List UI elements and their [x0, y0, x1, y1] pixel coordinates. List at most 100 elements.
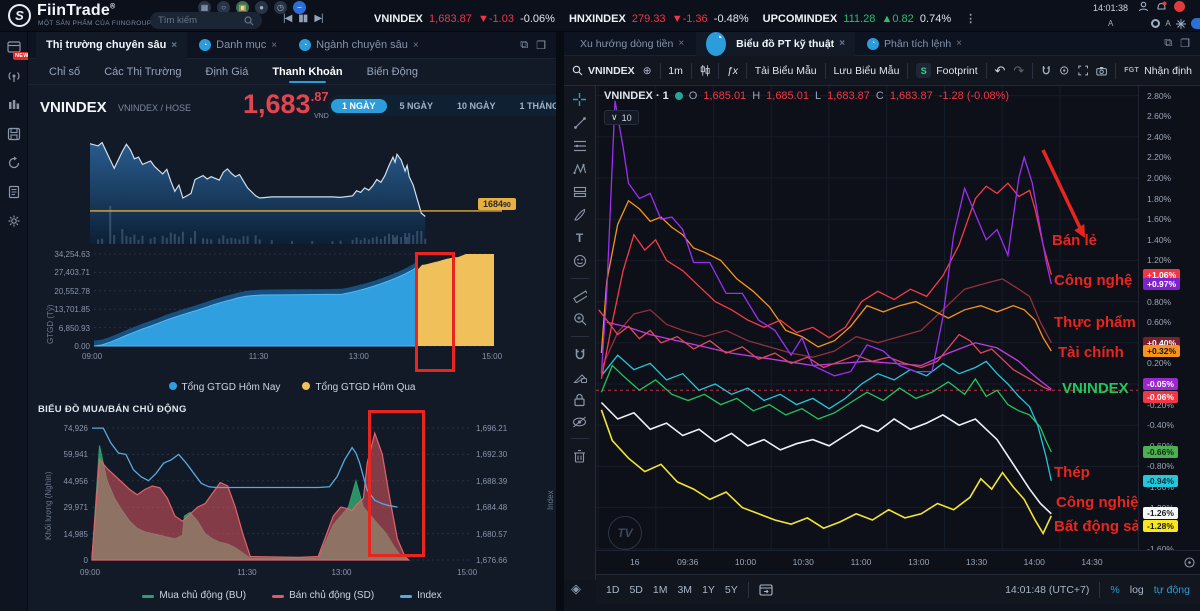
cumulative-gtgd-chart[interactable]: 34,254.63 27,403.71 20,552.78 13,701.85 6,85… [32, 248, 552, 380]
tab-bieu-do-pt-ky-thuat[interactable]: ◔ Biểu đồ PT kỹ thuật × [696, 31, 856, 56]
target-icon[interactable] [1059, 64, 1069, 77]
chevron-down-icon[interactable]: ∨ [611, 112, 618, 122]
close-icon[interactable]: × [271, 39, 278, 51]
subnav-chi-so[interactable]: Chỉ số [49, 65, 81, 78]
drawing-lock-icon[interactable] [572, 370, 587, 384]
auto-scale-button[interactable]: tự động [1153, 583, 1190, 596]
subnav-dinh-gia[interactable]: Định Giá [205, 65, 249, 78]
ticker-hnxindex[interactable]: HNXINDEX 279.33 ▼-1.36 -0.48% [569, 13, 749, 25]
load-template-button[interactable]: Tải Biểu Mẫu [754, 64, 817, 77]
camera-icon[interactable] [1096, 65, 1108, 77]
tab-danh-muc[interactable]: ◔ Danh mục × [189, 32, 287, 59]
clock-icon[interactable]: ◷ [274, 1, 287, 14]
tab-thi-truong-chuyen-sau[interactable]: Thị trường chuyên sâu × [36, 31, 188, 59]
user-icon[interactable] [1138, 1, 1149, 12]
redo-icon[interactable]: ↷ [1013, 62, 1025, 78]
chart-clock[interactable]: 14:01:48 (UTC+7) [1005, 583, 1090, 596]
close-icon[interactable]: × [412, 39, 419, 51]
font-slider-track[interactable] [1118, 19, 1161, 28]
range-1d-button[interactable]: 1D [606, 583, 620, 596]
indicators-button[interactable]: ƒx [726, 64, 738, 77]
font-slider-knob[interactable] [1151, 19, 1161, 28]
tab-nganh-chuyen-sau[interactable]: ◔ Ngành chuyên sâu × [289, 32, 429, 59]
candle-style-icon[interactable] [700, 63, 710, 78]
zoom-in-icon[interactable] [573, 312, 587, 326]
subnav-thanh-khoan[interactable]: Thanh Khoản [261, 59, 353, 85]
tab-xu-huong-dong-tien[interactable]: Xu hướng dòng tiền × [570, 32, 694, 56]
fullscreen-icon[interactable] [1078, 64, 1088, 77]
indicator-box[interactable]: ∨ 10 [604, 110, 639, 125]
close-icon[interactable]: × [678, 38, 685, 49]
step-back-icon[interactable]: |◀ [283, 13, 292, 24]
dot-icon[interactable]: ● [255, 1, 268, 14]
step-forward-icon[interactable]: ▶| [314, 13, 323, 24]
snowflake-icon[interactable] [1175, 18, 1186, 29]
search-dock-icon[interactable]: ○ [217, 1, 230, 14]
close-icon[interactable]: × [956, 38, 963, 49]
ticker-vnindex[interactable]: VNINDEX 1,683.87 ▼-1.03 -0.06% [374, 13, 555, 25]
bell-icon[interactable] [1156, 1, 1167, 12]
range-1y-button[interactable]: 1Y [702, 583, 715, 596]
percent-scale-button[interactable]: % [1110, 583, 1120, 596]
legend-index[interactable]: Index [400, 590, 442, 601]
legend-hom-nay[interactable]: Tổng GTGD Hôm Nay [168, 382, 280, 393]
close-icon[interactable]: × [839, 38, 846, 49]
theme-toggle[interactable] [1190, 18, 1200, 29]
range-1m-button[interactable]: 1M [652, 583, 668, 596]
lock-icon[interactable] [573, 393, 586, 407]
search-input[interactable]: Tìm kiếm [150, 12, 262, 29]
footprint-button[interactable]: S Footprint [916, 63, 978, 78]
refresh-icon[interactable] [7, 156, 21, 170]
time-axis[interactable]: 16 09:36 10:00 10:30 11:00 13:00 13:30 14:00 14:… [596, 550, 1200, 574]
interval-button[interactable]: 1m [668, 64, 683, 77]
popout-icon[interactable]: ⧉ [520, 38, 529, 51]
emoji-icon[interactable] [573, 254, 587, 268]
bu-sd-chart[interactable]: 74,926 59,941 44,956 29,971 14,985 0 1,696.21 1… [32, 420, 555, 588]
symbol-search-button[interactable]: VNINDEX [572, 65, 635, 77]
brush-icon[interactable] [573, 208, 587, 222]
maximize-icon[interactable]: ❐ [1180, 38, 1190, 50]
grid-icon[interactable]: ▦ [198, 1, 211, 14]
long-short-position-icon[interactable] [573, 185, 587, 199]
log-scale-button[interactable]: log [1129, 583, 1144, 596]
hide-drawings-icon[interactable] [572, 416, 587, 428]
save-icon[interactable] [7, 127, 21, 141]
ticker-upcomindex[interactable]: UPCOMINDEX 111.28 ▲0.82 0.74% [763, 13, 951, 25]
text-tool-icon[interactable]: T [575, 231, 584, 245]
crosshair-icon[interactable] [572, 92, 587, 107]
subnav-bien-dong[interactable]: Biến Động [366, 65, 418, 78]
legend-hom-qua[interactable]: Tổng GTGD Hôm Qua [302, 382, 415, 393]
maximize-icon[interactable]: ❐ [536, 39, 546, 52]
legend-bu[interactable]: Mua chủ động (BU) [142, 590, 246, 601]
range-3m-button[interactable]: 3M [677, 583, 693, 596]
xabcd-pattern-icon[interactable] [572, 162, 587, 176]
pause-icon[interactable]: ▮▮ [298, 13, 308, 24]
save-template-button[interactable]: Lưu Biểu Mẫu [833, 64, 900, 77]
fiintrade-logo-icon[interactable]: S [8, 4, 31, 27]
price-chart-plot[interactable]: VNINDEX · 1 O 1,685.01 H 1,685.01 L 1,683.8… [596, 86, 1138, 550]
go-to-date-icon[interactable] [759, 583, 773, 596]
range-5-ngay-button[interactable]: 5 NGÀY [399, 100, 434, 111]
range-5y-button[interactable]: 5Y [724, 583, 738, 596]
market-icon[interactable] [7, 98, 21, 112]
insight-button[interactable]: FGT Nhận định [1124, 64, 1192, 77]
subnav-cac-thi-truong[interactable]: Các Thị Trường [104, 65, 182, 78]
range-1-ngay-button[interactable]: 1 NGÀY [331, 98, 387, 113]
record-icon[interactable] [1174, 1, 1185, 12]
range-1-thang-button[interactable]: 1 THÁNG [519, 100, 560, 111]
compare-icon[interactable]: ⊕ [642, 64, 652, 77]
gift-icon[interactable]: ▣ [236, 1, 249, 14]
legend-symbol[interactable]: VNINDEX · 1 [604, 90, 669, 102]
trend-line-icon[interactable] [573, 116, 587, 130]
axis-settings-icon[interactable] [1183, 556, 1196, 569]
undo-icon[interactable]: ↶ [994, 62, 1006, 78]
ticker-more-icon[interactable]: ⋮ [965, 13, 977, 25]
fib-retracement-icon[interactable] [573, 139, 587, 153]
magnet-mode-icon[interactable] [573, 347, 587, 361]
trash-icon[interactable] [573, 449, 586, 463]
legend-sd[interactable]: Bán chủ động (SD) [272, 590, 374, 601]
settings-gear-icon[interactable] [7, 214, 21, 228]
panel-splitter[interactable] [556, 32, 564, 611]
close-icon[interactable]: × [171, 39, 178, 51]
minus-icon[interactable]: − [293, 1, 306, 14]
